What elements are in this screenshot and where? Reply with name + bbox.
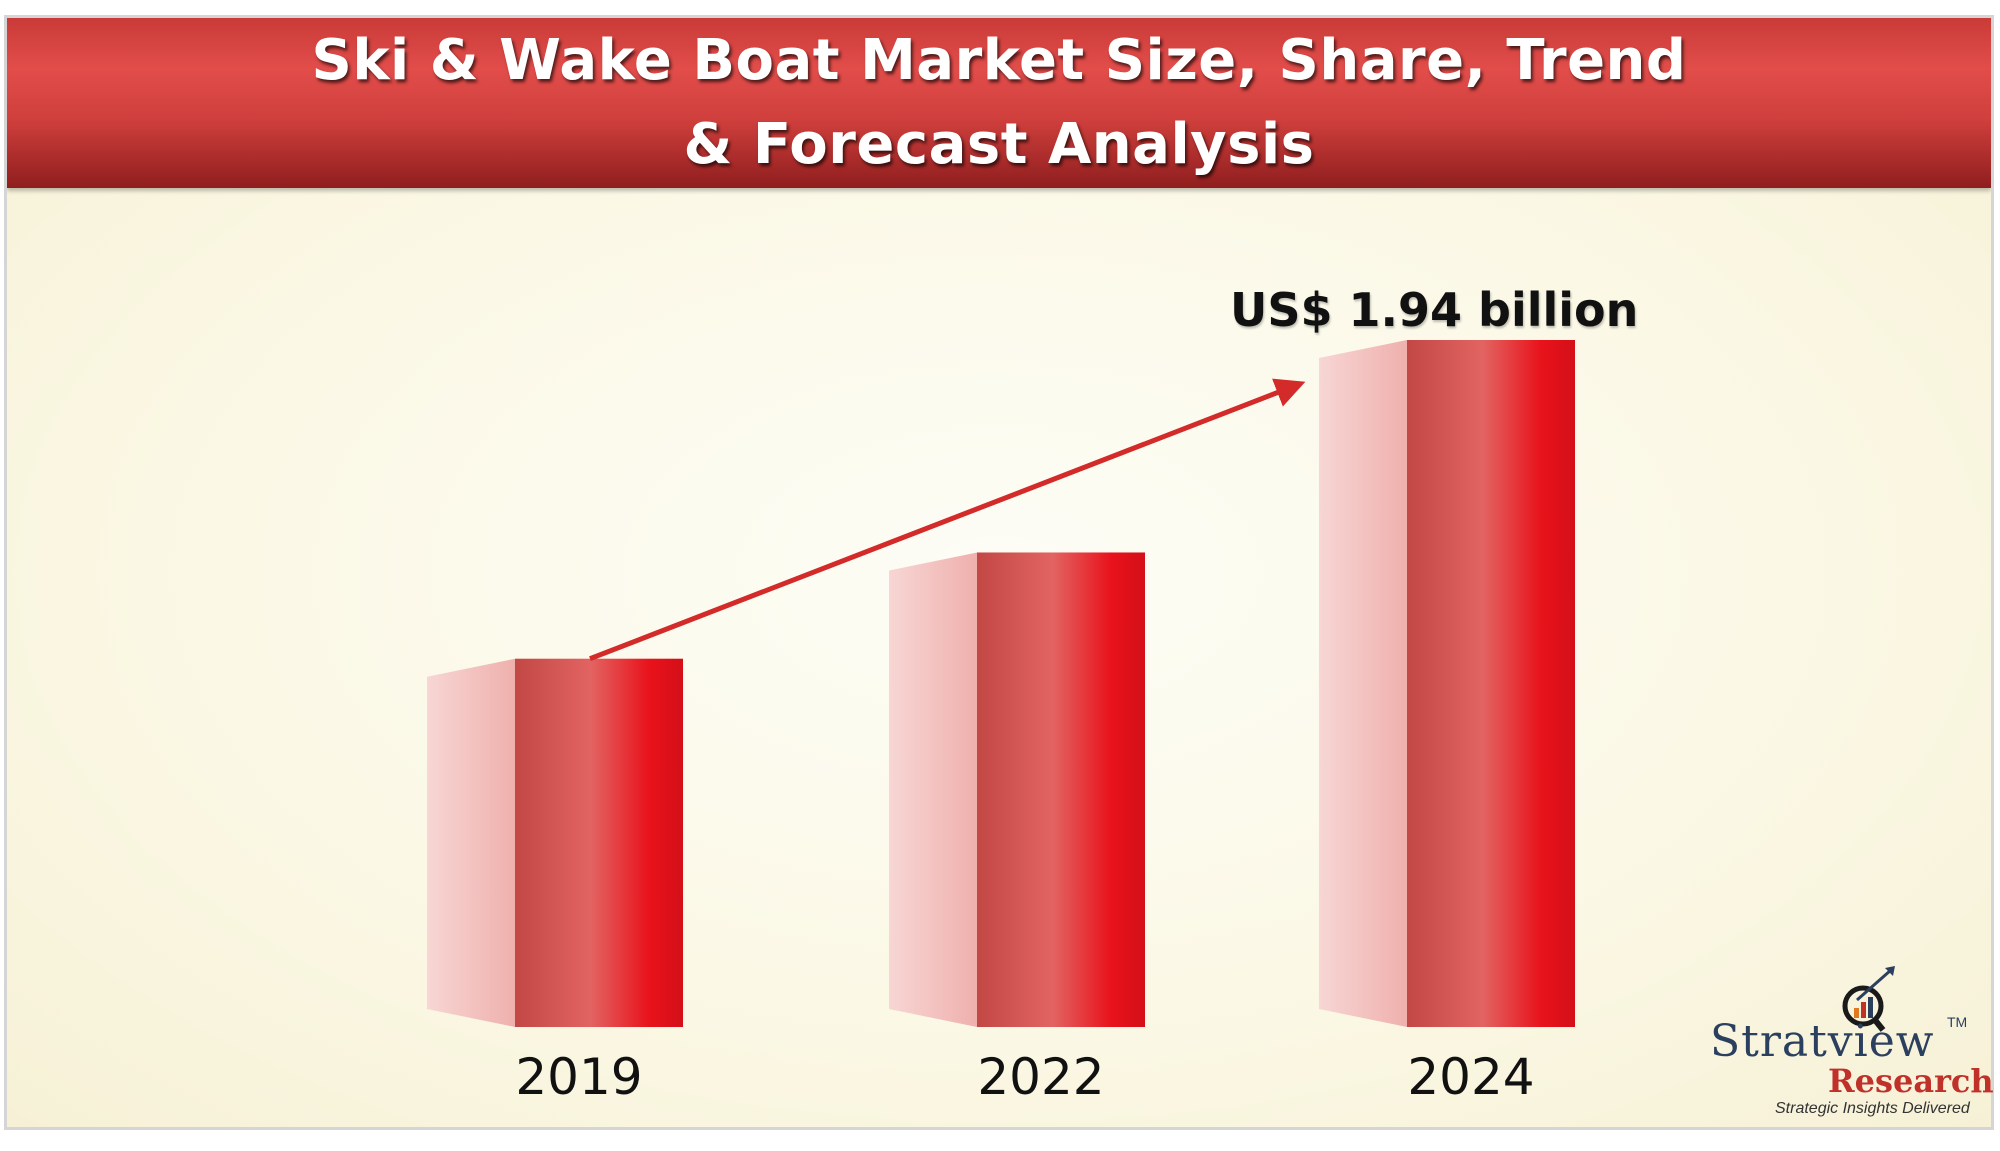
bar-side-2019 xyxy=(427,658,515,1027)
magnifier-chart-icon xyxy=(1842,966,1895,1032)
trend-arrow xyxy=(589,378,1306,662)
logo-trademark: TM xyxy=(1947,1014,1968,1030)
company-logo: Stratview TM Research Strategic Insights… xyxy=(1690,962,1994,1122)
x-tick-label-2024: 2024 xyxy=(1407,1048,1535,1106)
x-tick-label-2022: 2022 xyxy=(977,1048,1105,1106)
logo-subtitle: Research xyxy=(1828,1062,1994,1100)
logo-tagline: Strategic Insights Delivered xyxy=(1775,1100,1970,1117)
bar-side-2022 xyxy=(889,552,977,1027)
logo-name: Stratview xyxy=(1710,1016,1935,1067)
page-title: Ski & Wake Boat Market Size, Share, Tren… xyxy=(311,28,1687,177)
value-callout: US$ 1.94 billion xyxy=(1230,283,1639,337)
bar-2019 xyxy=(515,658,683,1027)
bar-2022 xyxy=(977,552,1145,1027)
bar-2024 xyxy=(1407,340,1575,1027)
bar-side-2024 xyxy=(1319,340,1407,1027)
x-tick-label-2019: 2019 xyxy=(515,1048,643,1106)
title-banner: Ski & Wake Boat Market Size, Share, Tren… xyxy=(7,18,1991,188)
